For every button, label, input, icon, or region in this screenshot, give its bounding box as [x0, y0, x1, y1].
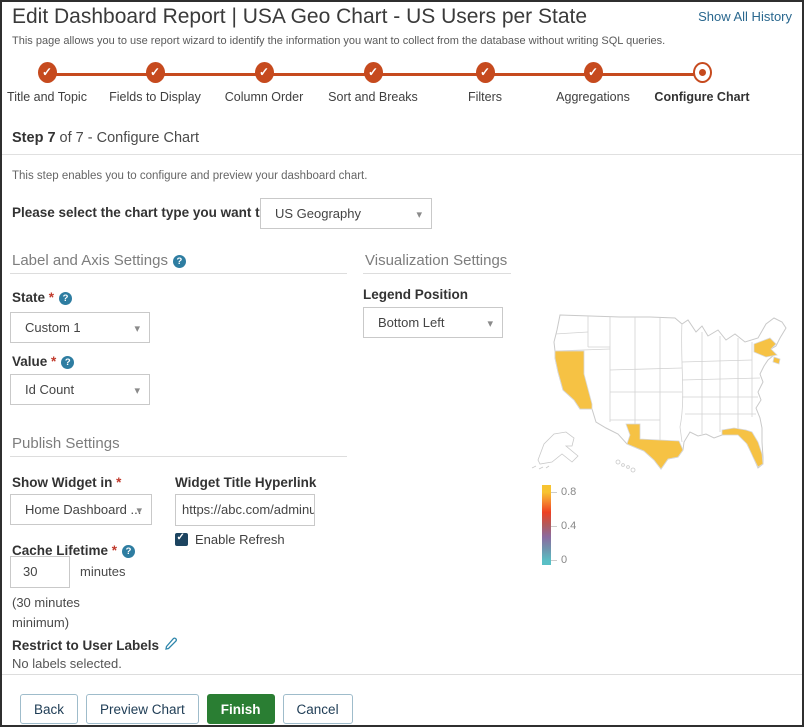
enable-refresh-label: Enable Refresh [195, 532, 285, 547]
show-widget-select[interactable]: Home Dashboard ... [10, 494, 152, 525]
cache-note-line2: minimum) [12, 615, 70, 630]
step-aggregations[interactable]: Aggregations [535, 62, 651, 104]
preview-chart-button[interactable]: Preview Chart [86, 694, 199, 724]
chart-type-value: US Geography [275, 206, 361, 221]
restrict-labels-label: Restrict to User Labels [12, 636, 179, 653]
section-rule [10, 456, 347, 457]
enable-refresh-checkbox-row[interactable]: Enable Refresh [175, 532, 285, 547]
step-fields-to-display[interactable]: Fields to Display [97, 62, 213, 104]
step-label: Column Order [224, 90, 304, 104]
step-label: Filters [467, 90, 503, 104]
step-label: Sort and Breaks [328, 90, 418, 104]
step-label: Configure Chart [654, 90, 750, 104]
cancel-button[interactable]: Cancel [282, 694, 353, 724]
state-new-york [753, 337, 778, 358]
step-complete-check-icon [583, 62, 603, 83]
step-counter-rest: of 7 - Configure Chart [55, 130, 199, 146]
step-counter-bold: Step 7 [12, 130, 56, 146]
us-map [531, 314, 787, 473]
footer-button-bar: Back Preview Chart Finish Cancel [20, 694, 353, 724]
legend-position-value: Bottom Left [378, 315, 445, 330]
value-field-label: Value [12, 354, 75, 369]
state-field-label: State [12, 290, 73, 305]
step-label: Aggregations [556, 90, 630, 104]
chevron-down-icon [134, 313, 140, 344]
hyperlink-label: Widget Title Hyperlink [175, 475, 317, 490]
edit-pencil-icon[interactable] [163, 636, 179, 652]
step-column-order[interactable]: Column Order [206, 62, 322, 104]
publish-section-title: Publish Settings [12, 435, 120, 452]
label-axis-section-title: Label and Axis Settings [12, 252, 186, 269]
step-configure-chart[interactable]: Configure Chart [644, 62, 760, 104]
us-geography-chart-preview [530, 302, 802, 487]
step-label: Fields to Display [109, 90, 201, 104]
chevron-down-icon [134, 375, 140, 406]
section-divider [2, 154, 802, 155]
hyperlink-input[interactable]: https://abc.com/adminu [175, 494, 315, 526]
step-sort-and-breaks[interactable]: Sort and Breaks [315, 62, 431, 104]
page-title: Edit Dashboard Report | USA Geo Chart - … [12, 5, 588, 28]
state-california [554, 350, 593, 410]
cache-unit-label: minutes [80, 564, 126, 579]
help-icon[interactable] [59, 292, 73, 305]
checkbox-checked-icon[interactable] [175, 532, 188, 546]
show-widget-value: Home Dashboard ... [25, 502, 142, 517]
state-hawaii [615, 459, 636, 473]
step-description: This step enables you to configure and p… [12, 170, 368, 182]
step-current-dot-icon [692, 62, 712, 83]
legend-tick [551, 560, 557, 561]
legend-tick [551, 492, 557, 493]
legend-tick [551, 526, 557, 527]
page-subtitle: This page allows you to use report wizar… [12, 35, 666, 47]
state-connecticut [772, 356, 781, 365]
cache-note-line1: (30 minutes [12, 595, 80, 610]
aleutian-islands [531, 465, 550, 470]
map-color-legend [542, 485, 551, 565]
show-widget-label: Show Widget in [12, 475, 121, 490]
state-florida [721, 427, 764, 468]
step-label: Title and Topic [7, 90, 87, 104]
chevron-down-icon [416, 199, 422, 230]
state-alaska [537, 431, 579, 465]
legend-tick-label: 0.8 [561, 486, 577, 498]
legend-position-select[interactable]: Bottom Left [363, 307, 503, 338]
chevron-down-icon [487, 308, 493, 339]
cache-lifetime-label: Cache Lifetime [12, 543, 136, 558]
back-button[interactable]: Back [20, 694, 79, 724]
chart-type-select[interactable]: US Geography [260, 198, 432, 229]
state-select[interactable]: Custom 1 [10, 312, 150, 343]
legend-tick-label: 0.4 [561, 520, 577, 532]
legend-position-label: Legend Position [363, 287, 469, 302]
footer-divider [2, 674, 802, 675]
show-all-history-link[interactable]: Show All History [698, 9, 792, 24]
step-counter: Step 7 of 7 - Configure Chart [12, 130, 199, 146]
visualization-section-title: Visualization Settings [365, 252, 508, 269]
section-rule [10, 273, 347, 274]
chevron-down-icon [136, 495, 142, 526]
step-complete-check-icon [37, 62, 57, 83]
step-complete-check-icon [254, 62, 274, 83]
finish-button[interactable]: Finish [206, 694, 275, 724]
state-select-value: Custom 1 [25, 320, 81, 335]
legend-tick-label: 0 [561, 554, 568, 566]
help-icon[interactable] [172, 255, 186, 268]
step-complete-check-icon [363, 62, 383, 83]
value-select[interactable]: Id Count [10, 374, 150, 405]
value-select-value: Id Count [25, 382, 75, 397]
restrict-labels-value: No labels selected. [12, 656, 122, 671]
state-texas [625, 423, 684, 470]
step-complete-check-icon [145, 62, 165, 83]
section-rule [363, 273, 511, 274]
help-icon[interactable] [122, 545, 136, 558]
step-complete-check-icon [475, 62, 495, 83]
chart-type-label: Please select the chart type you want to… [12, 205, 295, 220]
step-title-and-topic[interactable]: Title and Topic [2, 62, 105, 104]
cache-lifetime-input[interactable]: 30 [10, 556, 70, 588]
help-icon[interactable] [61, 356, 75, 369]
step-filters[interactable]: Filters [427, 62, 543, 104]
